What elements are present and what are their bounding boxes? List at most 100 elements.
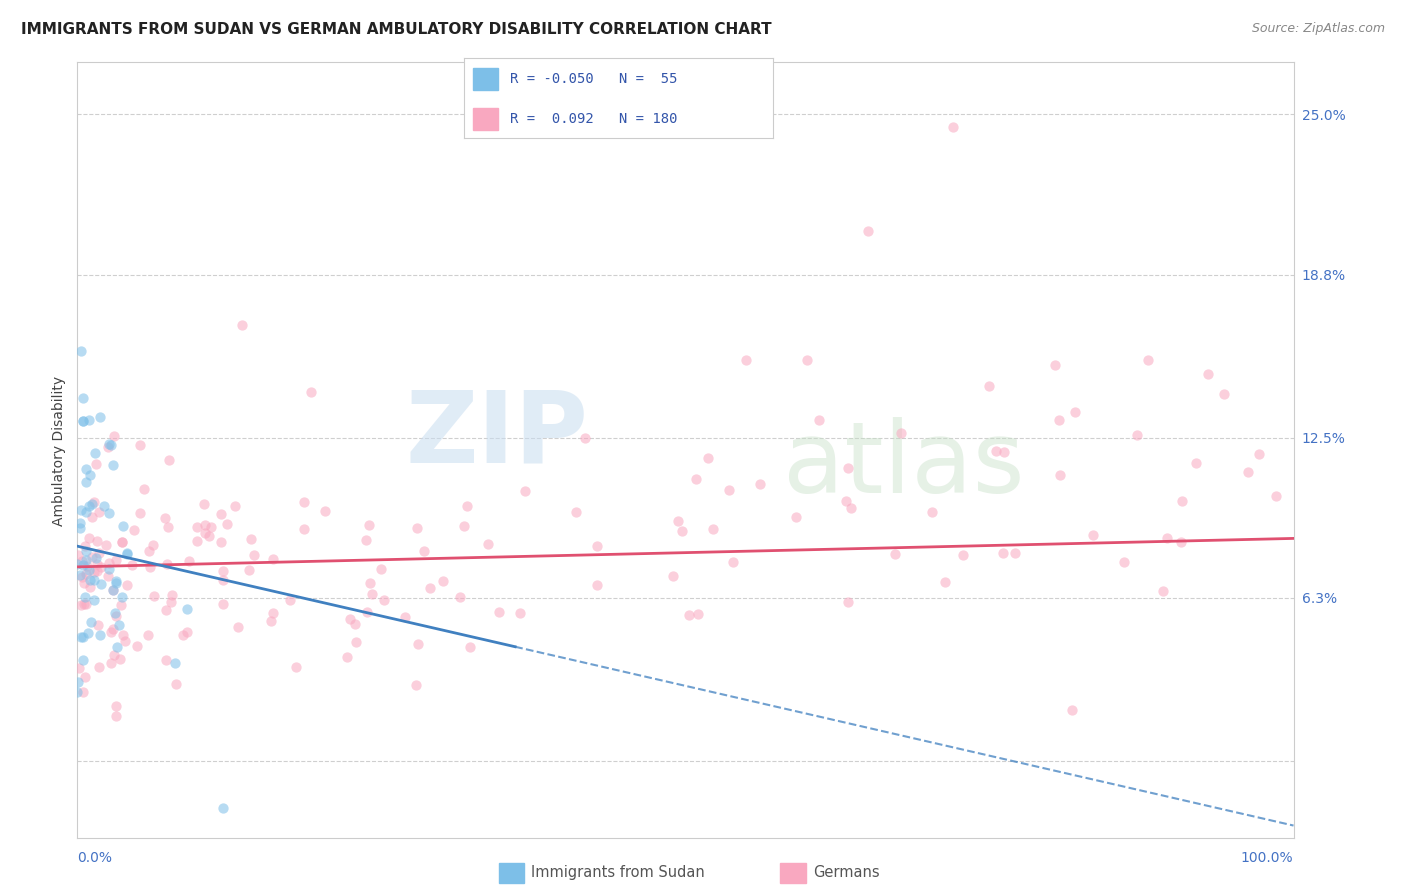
Point (69, 599, 91, 613)
Point (697, 450, 720, 465)
Point (83, 446, 105, 460)
Point (69, 516, 91, 531)
Point (661, 569, 683, 583)
Point (83, 566, 105, 580)
Point (86, 533, 108, 548)
Text: Immigrants from Sudan: Immigrants from Sudan (531, 865, 706, 880)
Text: IMMIGRANTS FROM SUDAN VS GERMAN AMBULATORY DISABILITY CORRELATION CHART: IMMIGRANTS FROM SUDAN VS GERMAN AMBULATO… (21, 22, 772, 37)
Point (87, 546, 110, 560)
Point (1171, 493, 1194, 508)
Point (394, 610, 416, 624)
Point (224, 500, 246, 514)
Point (100, 438, 122, 452)
Point (1047, 413, 1070, 427)
Point (111, 535, 134, 549)
Point (1249, 447, 1271, 461)
Point (991, 546, 1014, 560)
Point (1083, 528, 1105, 542)
Point (194, 525, 217, 540)
Point (242, 548, 264, 562)
Point (104, 606, 127, 620)
Point (90, 576, 112, 591)
Point (142, 539, 165, 553)
Point (84, 457, 107, 471)
Point (155, 602, 177, 616)
Point (75, 553, 97, 567)
Point (70, 343, 93, 358)
Point (986, 444, 1008, 458)
Point (735, 353, 758, 368)
Point (890, 425, 912, 440)
Point (98, 436, 121, 450)
Point (70, 630, 93, 644)
Point (117, 546, 139, 560)
Point (723, 555, 745, 569)
Point (143, 589, 166, 603)
Point (285, 660, 308, 674)
Y-axis label: Ambulatory Disability: Ambulatory Disability (52, 376, 66, 525)
Point (87, 660, 110, 674)
Point (79, 580, 101, 594)
Point (262, 552, 284, 566)
Text: 0.0%: 0.0% (77, 851, 112, 865)
Point (69, 521, 91, 535)
Point (952, 548, 974, 562)
Point (72, 630, 94, 644)
Point (942, 120, 965, 135)
Point (356, 533, 378, 547)
Point (105, 640, 128, 655)
Point (209, 535, 232, 549)
Text: ZIP: ZIP (405, 386, 588, 483)
Point (72, 391, 94, 405)
Point (66, 684, 89, 698)
Point (155, 653, 177, 667)
Point (211, 565, 233, 579)
Point (125, 640, 148, 654)
Point (1114, 555, 1136, 569)
Point (73, 591, 96, 605)
Point (343, 616, 366, 631)
Point (83, 495, 105, 509)
Point (453, 518, 475, 533)
Point (160, 595, 183, 609)
Point (749, 477, 772, 491)
Point (104, 576, 127, 591)
Point (82, 510, 104, 524)
Point (193, 497, 215, 511)
Point (98, 507, 121, 521)
Point (211, 574, 233, 588)
Text: atlas: atlas (783, 417, 1025, 515)
Point (565, 505, 588, 519)
Point (121, 558, 143, 572)
Point (209, 507, 232, 521)
Point (460, 640, 482, 654)
Point (100, 656, 122, 670)
Point (1063, 405, 1085, 419)
Point (406, 521, 429, 535)
Point (1049, 468, 1071, 483)
Point (344, 634, 367, 648)
Point (115, 547, 138, 561)
Point (666, 515, 689, 529)
Point (262, 607, 284, 621)
Point (979, 379, 1001, 393)
Point (197, 529, 219, 543)
Point (212, 801, 235, 815)
Point (226, 620, 249, 634)
Point (839, 501, 862, 516)
Point (104, 553, 127, 567)
Point (79, 468, 101, 483)
Point (100, 624, 122, 639)
Point (215, 517, 238, 532)
Point (73, 670, 96, 684)
Point (685, 472, 707, 486)
Point (79, 532, 101, 546)
Point (83, 573, 105, 587)
Point (412, 543, 434, 558)
Point (1213, 387, 1236, 401)
Point (93, 499, 115, 513)
Text: 100.0%: 100.0% (1241, 851, 1294, 865)
Point (128, 506, 150, 520)
Point (103, 648, 125, 662)
Point (163, 656, 186, 670)
